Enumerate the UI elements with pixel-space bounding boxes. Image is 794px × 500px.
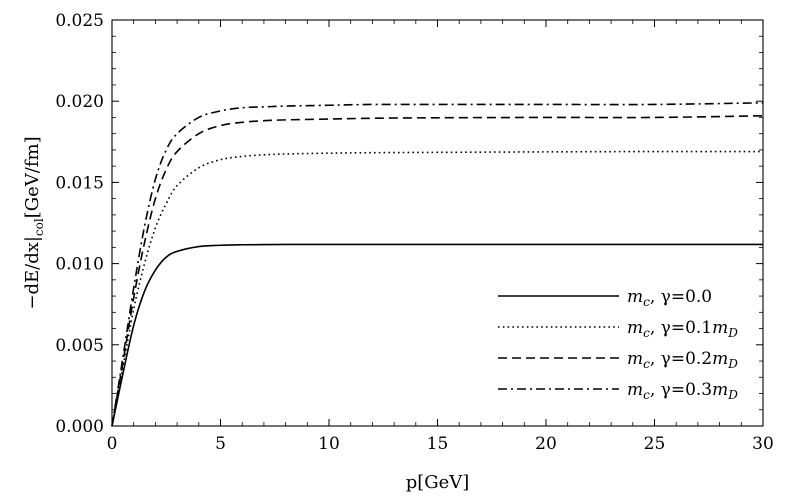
y-axis-title-unit: [GeV/fm] (22, 136, 43, 218)
x-tick-label: 5 (215, 434, 226, 454)
y-tick-label: 0.010 (55, 255, 104, 275)
x-tick-label: 20 (535, 434, 557, 454)
series-line-0 (111, 243, 763, 427)
series-layer (111, 102, 764, 427)
y-axis-title-subscript: col (32, 218, 46, 236)
y-tick-label: 0.005 (55, 336, 104, 356)
ticks-layer (111, 19, 764, 427)
legend-label-3: mc, γ=0.3mD (627, 380, 738, 402)
y-axis-title-main: −dE/dx| (22, 236, 43, 310)
y-axis-title: −dE/dx|col[GeV/fm] (22, 136, 46, 309)
legend-label-2: mc, γ=0.2mD (627, 349, 738, 371)
y-tick-label: 0.020 (55, 92, 104, 112)
y-tick-label: 0.025 (55, 11, 104, 31)
x-tick-label: 0 (107, 434, 118, 454)
y-tick-label: 0.000 (55, 417, 104, 437)
series-line-2 (111, 115, 764, 427)
legend-label-1: mc, γ=0.1mD (627, 318, 738, 340)
x-tick-label: 10 (318, 434, 340, 454)
tick-labels: 0 5 10 15 20 25 30 0.000 0.005 0.010 0.015 0.020 0.0… (55, 11, 773, 454)
x-tick-label: 30 (752, 434, 774, 454)
x-tick-label: 15 (427, 434, 449, 454)
series-line-3 (111, 102, 764, 427)
legend-label-0: mc, γ=0.0 (627, 287, 712, 309)
x-tick-label: 25 (644, 434, 666, 454)
y-tick-label: 0.015 (55, 173, 104, 193)
x-axis-title: p[GeV] (406, 472, 470, 493)
legend: mc, γ=0.0 mc, γ=0.1mD mc, γ=0.2mD mc, γ=0.3… (498, 287, 738, 402)
